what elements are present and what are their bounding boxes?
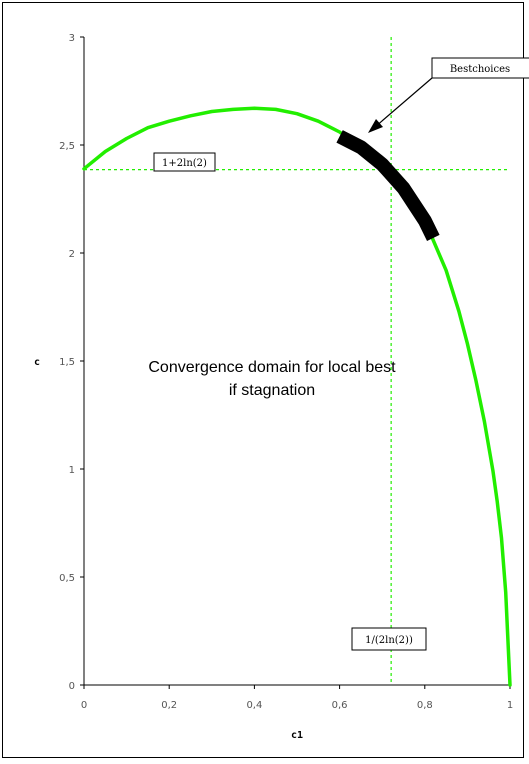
y-axis-label: c — [34, 357, 40, 368]
y-tick-label: 1 — [69, 465, 75, 476]
y-tick-label: 0 — [69, 681, 75, 692]
x-tick-label: 1 — [507, 700, 513, 711]
region-text-line2: if stagnation — [229, 382, 315, 399]
v-line-label: 1/(2ln(2)) — [365, 635, 413, 646]
region-text-line1: Convergence domain for local best — [148, 359, 396, 376]
v-line-label-box: 1/(2ln(2)) — [351, 627, 427, 651]
chart-frame — [2, 2, 524, 758]
y-tick-label: 2 — [69, 249, 75, 260]
y-tick-label: 3 — [69, 33, 75, 44]
best-choices-segment — [336, 130, 440, 241]
x-axis-label: c1 — [291, 730, 303, 741]
y-tick-label: 1,5 — [59, 357, 75, 368]
best-choices-callout: Bestchoices — [368, 57, 529, 133]
x-tick-label: 0,4 — [246, 700, 262, 711]
x-tick-label: 0,6 — [332, 700, 348, 711]
best-choices-arrow-line — [374, 77, 433, 128]
y-tick-label: 2,5 — [59, 141, 75, 152]
axes: 0 0,5 1 1,5 2 2,5 3 0 0,2 0,4 0,6 0,8 1 c1 c — [34, 33, 513, 741]
h-line-label-box: 1+2ln(2) — [153, 152, 216, 172]
x-tick-label: 0 — [81, 700, 87, 711]
best-choices-arrowhead — [368, 119, 383, 133]
h-line-label: 1+2ln(2) — [162, 158, 207, 169]
y-tick-label: 0,5 — [59, 573, 75, 584]
x-tick-label: 0,2 — [161, 700, 177, 711]
x-tick-label: 0,8 — [417, 700, 433, 711]
best-choices-label: Bestchoices — [450, 64, 510, 75]
series-group — [82, 106, 512, 687]
reference-lines — [84, 37, 510, 685]
